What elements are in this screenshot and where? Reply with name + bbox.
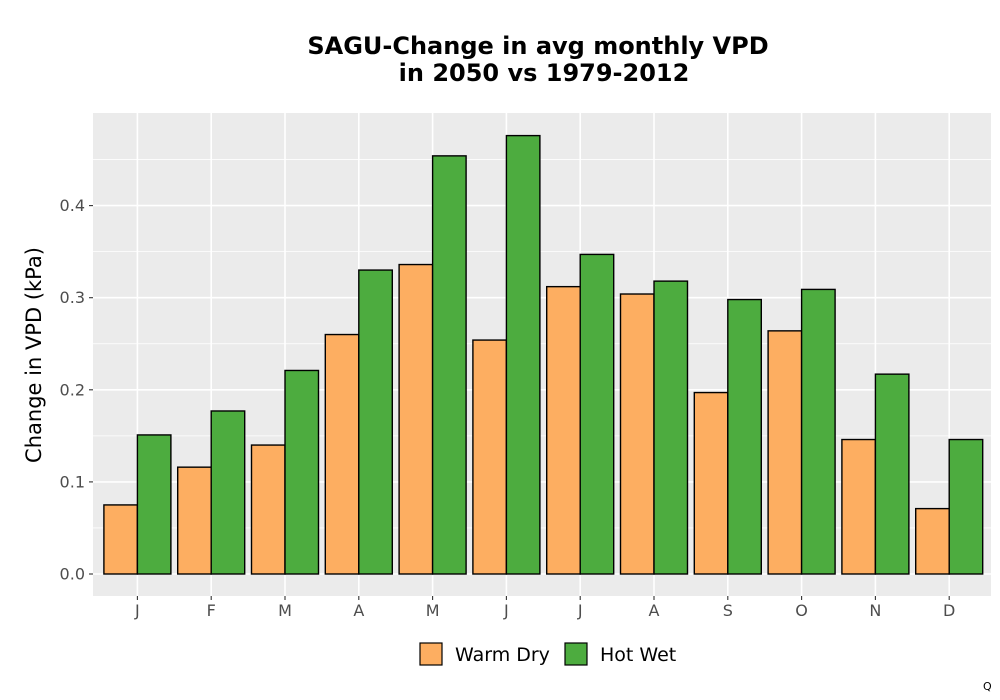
x-tick-label: J	[577, 601, 583, 620]
x-tick-label: N	[869, 601, 881, 620]
bar-warm-dry	[398, 263, 434, 575]
bar-hot-wet	[800, 288, 836, 575]
x-tick-label: M	[426, 601, 440, 620]
bar-warm-dry	[103, 504, 139, 575]
legend: Warm Dry Hot Wet	[419, 642, 676, 666]
x-tick-label: S	[723, 601, 733, 620]
bar-warm-dry	[472, 339, 508, 575]
x-tick-label: F	[207, 601, 216, 620]
bar-hot-wet	[505, 134, 541, 575]
y-axis-ticks: 0.0 0.1 0.2 0.3 0.4	[60, 196, 93, 584]
bar-warm-dry	[324, 333, 360, 575]
bar-hot-wet	[358, 269, 393, 575]
bars	[103, 134, 984, 575]
bar-warm-dry	[619, 293, 655, 575]
x-tick-label: O	[795, 601, 808, 620]
bar-hot-wet	[579, 253, 615, 575]
legend-swatch-hot-wet	[564, 642, 588, 666]
bar-warm-dry	[915, 507, 950, 575]
bar-warm-dry	[767, 330, 803, 575]
corner-mark: Q	[983, 680, 992, 693]
x-tick-label: J	[134, 601, 140, 620]
y-tick-label: 0.3	[60, 288, 85, 307]
x-tick-label: A	[649, 601, 660, 620]
legend-label-hot-wet: Hot Wet	[600, 644, 676, 666]
y-tick-label: 0.0	[60, 565, 85, 584]
bar-warm-dry	[250, 444, 286, 575]
legend-label-warm-dry: Warm Dry	[455, 644, 550, 666]
x-tick-label: M	[278, 601, 292, 620]
bar-warm-dry	[546, 285, 581, 575]
chart-title-line-1: SAGU-Change in avg monthly VPD	[307, 32, 768, 60]
legend-swatch-warm-dry	[419, 642, 443, 666]
bar-hot-wet	[431, 155, 467, 575]
y-tick-label: 0.4	[60, 196, 85, 215]
bar-warm-dry	[693, 391, 729, 575]
bar-hot-wet	[948, 438, 984, 575]
x-tick-label: J	[503, 601, 509, 620]
bar-hot-wet	[874, 373, 910, 575]
x-tick-label: D	[943, 601, 955, 620]
y-axis-title: Change in VPD (kPa)	[22, 247, 46, 463]
bar-hot-wet	[284, 369, 320, 575]
x-tick-label: A	[353, 601, 364, 620]
bar-hot-wet	[653, 280, 689, 575]
bar-hot-wet	[210, 410, 246, 575]
bar-hot-wet	[136, 434, 172, 575]
bar-hot-wet	[727, 298, 762, 575]
bar-warm-dry	[841, 438, 877, 575]
bar-warm-dry	[176, 466, 212, 575]
chart-title-line-2: in 2050 vs 1979-2012	[399, 59, 690, 87]
y-tick-label: 0.2	[60, 380, 85, 399]
y-tick-label: 0.1	[60, 472, 85, 491]
